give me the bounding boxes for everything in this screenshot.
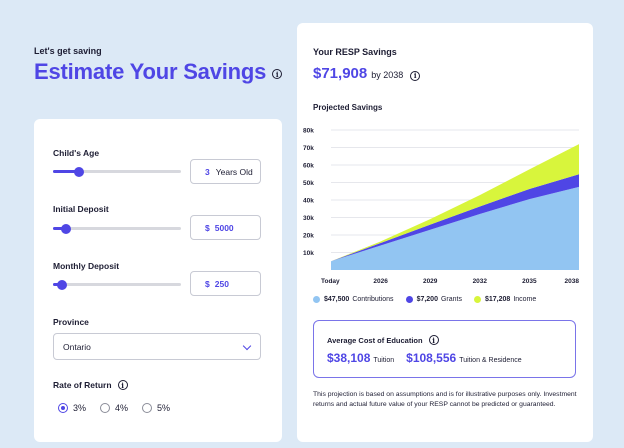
info-icon[interactable]: i [117,380,128,390]
x-tick-label: 2035 [522,278,537,285]
eyebrow-text: Let's get saving [34,46,102,56]
province-value: Ontario [63,341,91,352]
slider-thumb[interactable] [73,166,84,177]
child-age-slider[interactable] [53,166,181,177]
monthly-deposit-slider[interactable] [53,279,181,290]
info-icon[interactable]: i [428,335,439,345]
x-tick-label: Today [321,278,340,285]
currency-prefix: $ [205,222,210,233]
initial-deposit-value: 5000 [214,222,234,233]
area-grants [331,174,579,262]
rate-of-return-label: Rate of Return [53,380,112,390]
residence-label: Tuition & Residence [459,357,522,364]
legend-label: Contributions [352,296,394,303]
child-age-input[interactable]: 3 Years Old [190,159,261,184]
results-card: Your RESP Savings $71,908 by 2038 i Proj… [297,23,593,442]
legend-amount: $7,200 [416,296,438,303]
x-tick-label: 2038 [565,278,580,285]
province-label: Province [53,317,89,327]
child-age-value: 3 [205,166,210,177]
initial-deposit-input[interactable]: $ 5000 [190,215,261,240]
education-cost-box: Average Cost of Education i $38,108 Tuit… [313,320,576,378]
currency-prefix: $ [205,278,210,289]
disclaimer-text: This projection is based on assumptions … [313,391,577,408]
y-tick-label: 80k [303,128,314,135]
projected-savings-chart: 10k 20k 30k 40k 50k 60k 70k 80k Today 2026 2029 203… [303,128,580,286]
legend-contributions: $47,500 Contributions [313,296,394,303]
radio-icon[interactable] [100,403,111,413]
monthly-deposit-input[interactable]: $ 250 [190,271,261,296]
area-contributions [331,186,579,270]
y-tick-label: 60k [303,163,314,170]
rate-option-label: 3% [73,403,87,413]
info-icon[interactable]: i [410,70,421,81]
page-header: Let's get saving Estimate Your Savings i [34,46,283,85]
chart-legend: $47,500 Contributions $7,200 Grants $17,… [313,296,548,303]
initial-deposit-slider[interactable] [53,223,181,234]
rate-option-4[interactable]: 4% [100,403,128,413]
savings-form: Child's Age 3 Years Old Initial Deposit … [34,119,282,442]
province-select[interactable]: Ontario [53,333,261,360]
legend-label: Grants [440,296,462,303]
legend-amount: $17,208 [485,296,511,303]
radio-selected-icon[interactable] [58,403,68,413]
y-tick-label: 70k [303,145,314,152]
y-tick-label: 30k [303,215,314,222]
tuition-label: Tuition [373,357,395,364]
projected-savings-title: Projected Savings [313,103,383,112]
child-age-unit: Years Old [215,166,253,177]
monthly-deposit-label: Monthly Deposit [53,261,120,271]
rate-option-label: 5% [157,403,171,413]
x-tick-label: 2029 [423,278,438,285]
page-title: Estimate Your Savings [34,59,267,84]
rate-option-label: 4% [115,403,129,413]
legend-amount: $47,500 [324,296,350,303]
slider-fill [53,170,79,173]
rate-option-5[interactable]: 5% [142,403,170,413]
legend-income: $17,208 Income [474,296,536,303]
y-tick-label: 10k [303,250,314,257]
legend-grants: $7,200 Grants [405,296,462,303]
x-tick-label: 2026 [373,278,388,285]
legend-swatch [405,296,413,303]
chevron-down-icon [242,341,252,351]
y-tick-label: 40k [303,198,314,205]
tuition-amount: $38,108 [327,351,371,365]
residence-amount: $108,556 [406,351,457,365]
slider-thumb[interactable] [56,279,67,290]
radio-icon[interactable] [142,403,153,413]
legend-label: Income [513,296,537,303]
results-title: Your RESP Savings [313,47,397,57]
child-age-label: Child's Age [53,148,100,158]
y-tick-label: 50k [303,180,314,187]
slider-fill [53,227,66,230]
initial-deposit-label: Initial Deposit [53,204,109,214]
y-tick-label: 20k [303,233,314,240]
legend-swatch [313,296,320,303]
info-icon[interactable]: i [272,69,283,79]
slider-thumb[interactable] [60,223,71,234]
education-cost-title: Average Cost of Education [327,335,423,345]
rate-radio-group: 3% 4% 5% [58,403,184,413]
x-tick-label: 2032 [473,278,488,285]
monthly-deposit-value: 250 [214,278,229,289]
total-savings: $71,908 [313,65,368,82]
legend-swatch [474,296,481,303]
total-year: by 2038 [371,70,404,80]
rate-option-3[interactable]: 3% [58,403,86,413]
